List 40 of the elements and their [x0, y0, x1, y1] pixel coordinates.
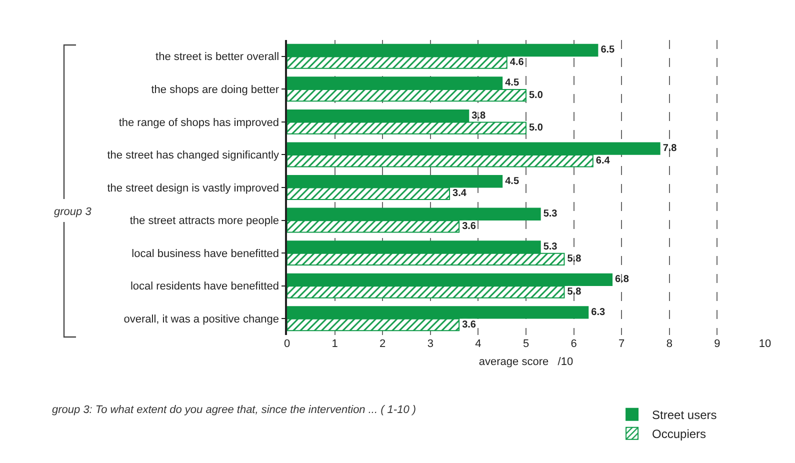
x-tick-label: 8 [666, 338, 672, 350]
data-label: 5.3 [543, 241, 558, 252]
data-label: 3.4 [452, 188, 467, 200]
data-label: 6.3 [591, 306, 606, 318]
x-tick-label: 1 [332, 338, 338, 350]
data-label: 6.4 [596, 155, 610, 166]
x-tick-label: 9 [714, 338, 720, 350]
data-label: 6.5 [600, 44, 616, 56]
y-tick-label: the street design is vastly improved [107, 182, 280, 194]
x-axis-title: average score /10 [478, 356, 574, 368]
x-tick-label: 10 [758, 338, 772, 350]
data-label: 5.3 [543, 208, 558, 220]
data-label: 4.5 [505, 176, 520, 187]
x-tick-label: 5 [522, 338, 530, 350]
x-tick-label: 4 [475, 338, 482, 350]
data-label: 7.8 [662, 143, 678, 154]
y-tick-label: the shops are doing better [151, 84, 280, 96]
data-label: 4.5 [505, 78, 520, 89]
y-tick-label: local residents have benefitted [130, 280, 280, 293]
x-tick-label: 6 [570, 338, 577, 350]
data-label: 4.6 [510, 57, 524, 68]
data-label: 5.0 [529, 122, 544, 134]
text: group 3: To what extent do you agree that, since the intervention ... ( 1-10 ) [52, 404, 416, 416]
data-label: 3.6 [462, 319, 476, 330]
y-tick-label: the street attracts more people [130, 215, 280, 228]
x-tick-label: 2 [380, 338, 386, 350]
legend-label: Street users [652, 408, 717, 422]
y-tick-label: local business have benefitted [132, 248, 280, 260]
data-label: 5.8 [567, 286, 582, 298]
text: group 3 [54, 206, 92, 218]
data-label: 5.0 [529, 90, 544, 101]
y-tick-label: the street has changed significantly [107, 150, 280, 162]
x-tick-label: 3 [427, 338, 434, 350]
x-tick-label: 7 [618, 338, 625, 350]
y-tick-label: the street is better overall [156, 51, 280, 64]
y-tick-label: the range of shops has improved [118, 116, 280, 129]
text: Occupiers [652, 427, 706, 442]
data-label: 3.6 [462, 220, 476, 232]
y-tick-label: overall, it was a positive change [124, 313, 280, 326]
x-tick-label: 0 [284, 338, 290, 350]
